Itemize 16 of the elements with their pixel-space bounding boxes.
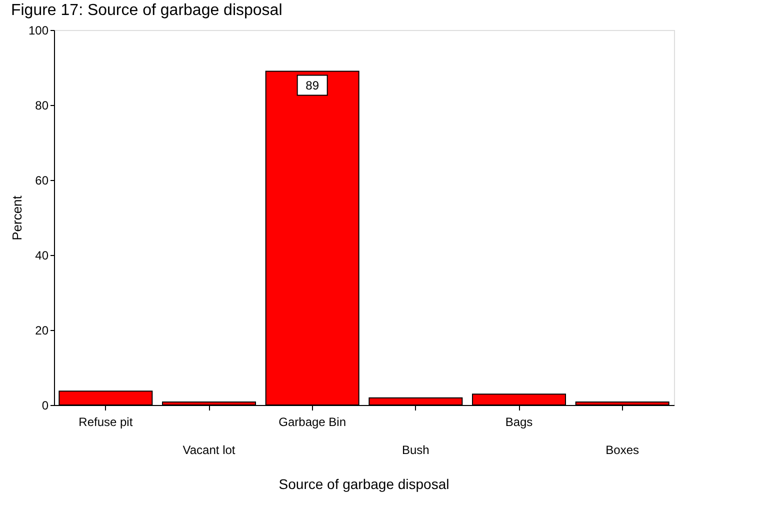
x-tick-label: Vacant lot <box>182 443 236 457</box>
y-tick-label: 40 <box>35 248 49 262</box>
y-axis-title: Percent <box>9 195 24 240</box>
x-tick-label: Bush <box>402 443 430 457</box>
y-tick-label: 80 <box>35 98 49 112</box>
x-axis-title: Source of garbage disposal <box>278 476 450 492</box>
y-tick-label: 20 <box>35 324 49 338</box>
x-tick-label: Garbage Bin <box>278 415 346 429</box>
y-tick-label: 100 <box>28 24 49 38</box>
x-tick-label: Boxes <box>606 443 640 457</box>
chart-title: Figure 17: Source of garbage disposal <box>10 2 282 19</box>
y-tick-label: 0 <box>42 398 49 412</box>
data-label: 89 <box>306 78 320 92</box>
x-tick-label: Refuse pit <box>78 415 134 429</box>
y-tick-label: 60 <box>35 174 49 188</box>
x-tick-label: Bags <box>505 415 533 429</box>
